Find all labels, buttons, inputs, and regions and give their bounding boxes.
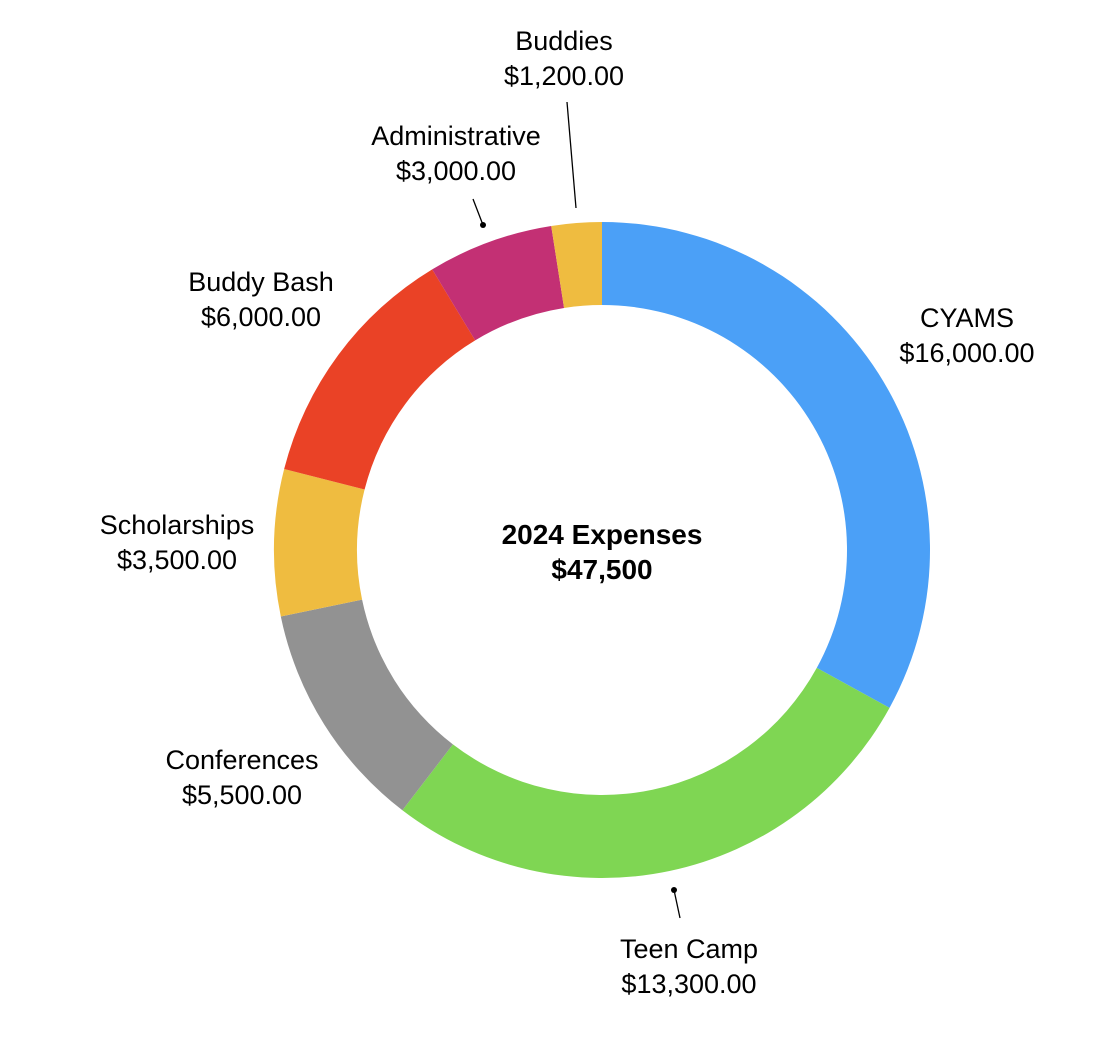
slice-label-name: CYAMS: [920, 303, 1014, 333]
slice-cyams: [602, 222, 931, 708]
slice-label-name: Teen Camp: [620, 934, 758, 964]
leader-line: [673, 889, 681, 919]
slice-scholarships: [274, 469, 365, 617]
center-title: 2024 Expenses: [502, 519, 703, 550]
slice-conferences: [280, 599, 453, 811]
slice-label-value: $16,000.00: [899, 338, 1034, 368]
slice-label-name: Conferences: [165, 745, 318, 775]
leader-line: [566, 101, 577, 209]
leaders-layer: [472, 101, 681, 919]
center-total: $47,500: [551, 554, 652, 585]
slice-teen-camp: [402, 667, 890, 878]
slice-buddy-bash: [284, 269, 476, 490]
slice-administrative: [432, 225, 565, 341]
slice-label-name: Administrative: [371, 121, 541, 151]
slices-layer: [274, 222, 931, 878]
slice-label-value: $13,300.00: [621, 969, 756, 999]
slice-label-name: Scholarships: [100, 510, 255, 540]
leader-line: [472, 198, 484, 226]
slice-label-value: $3,000.00: [396, 156, 516, 186]
slice-buddies: [551, 222, 602, 308]
slice-label-value: $5,500.00: [182, 780, 302, 810]
slice-label-name: Buddies: [515, 26, 613, 56]
leader-dot: [480, 222, 486, 228]
slice-label-value: $3,500.00: [117, 545, 237, 575]
slice-label-value: $6,000.00: [201, 302, 321, 332]
slice-label-name: Buddy Bash: [188, 267, 334, 297]
labels-layer: CYAMS $16,000.00 Teen Camp $13,300.00 Confer…: [100, 26, 1035, 999]
slice-label-value: $1,200.00: [504, 61, 624, 91]
leader-dot: [671, 887, 677, 893]
